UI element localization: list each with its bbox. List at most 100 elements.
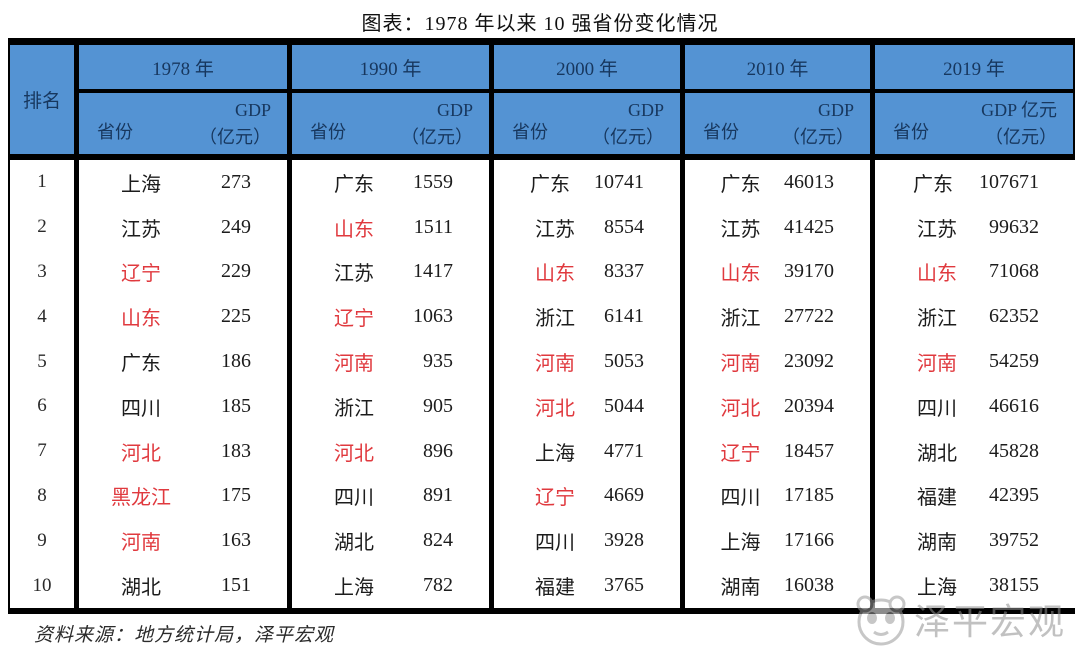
data-cell: 河南 5053	[494, 339, 685, 384]
rank-cell: 2	[8, 204, 79, 250]
gdp-value: 824	[423, 529, 453, 552]
gdp-value: 3928	[604, 529, 644, 552]
year-group-header: 1978 年省份 GDP （亿元）	[79, 45, 292, 154]
gdp-label: GDP	[436, 100, 473, 121]
province-name: 上海	[334, 577, 374, 600]
province-name: 湖南	[917, 532, 957, 555]
data-cell: 河南 163	[79, 518, 292, 564]
gdp-label: GDP	[234, 100, 271, 121]
province-name: 山东	[720, 263, 761, 286]
year-group-header: 2019 年省份 GDP 亿元 （亿元）	[875, 45, 1075, 154]
data-cell: 辽宁 229	[79, 249, 292, 295]
gdp-value: 185	[221, 394, 251, 417]
gdp-value: 41425	[784, 215, 834, 238]
gdp-unit-label: （亿元）	[985, 126, 1057, 147]
gdp-value: 273	[221, 170, 251, 193]
year-label: 2000 年	[494, 45, 680, 93]
subheader-row: 省份 GDP （亿元）	[79, 93, 287, 154]
province-name: 广东	[334, 173, 374, 196]
province-name: 广东	[530, 173, 570, 196]
gdp-value: 23092	[784, 350, 834, 373]
year-group-header: 2000 年省份 GDP （亿元）	[494, 45, 685, 154]
province-name: 河北	[334, 442, 374, 465]
data-cell: 湖南 39752	[875, 518, 1075, 563]
province-name: 上海	[720, 532, 761, 555]
table-row: 4 山东 225 辽宁 1063 浙江 6141 浙江 27722 浙江 62352	[8, 294, 1075, 340]
gdp-value: 8554	[604, 215, 644, 238]
year-label: 2019 年	[875, 45, 1073, 93]
gdp-value: 4669	[604, 484, 644, 507]
data-cell: 江苏 99632	[875, 205, 1075, 250]
data-cell: 上海 17166	[685, 518, 875, 564]
table-row: 3 辽宁 229 江苏 1417 山东 8337 山东 39170 山东 71068	[8, 249, 1075, 295]
province-name: 福建	[535, 577, 575, 600]
gdp-value: 163	[221, 529, 251, 552]
data-cell: 江苏 1417	[292, 249, 494, 295]
province-name: 山东	[917, 263, 957, 286]
data-cell: 四川 891	[292, 473, 494, 519]
gdp-value: 6141	[604, 305, 644, 328]
data-cell: 河南 935	[292, 339, 494, 384]
data-cell: 辽宁 1063	[292, 294, 494, 340]
data-cell: 福建 42395	[875, 474, 1075, 519]
gdp-value: 5053	[604, 350, 644, 373]
gdp-value: 42395	[989, 484, 1039, 507]
data-cell: 山东 71068	[875, 250, 1075, 295]
rank-cell: 7	[8, 428, 79, 474]
province-name: 湖北	[917, 442, 957, 465]
gdp-unit-label: （亿元）	[199, 126, 271, 147]
province-name: 广东	[720, 173, 761, 196]
table-header: 排名 1978 年省份 GDP （亿元） 1990 年省份 GDP （亿元） 2000 年省份…	[8, 45, 1075, 160]
gdp-value: 1559	[413, 170, 453, 193]
gdp-value: 46616	[989, 394, 1039, 417]
gdp-unit-label: （亿元）	[782, 126, 854, 147]
rank-column-header: 排名	[8, 45, 79, 154]
province-name: 江苏	[334, 263, 374, 286]
province-name: 山东	[535, 263, 575, 286]
province-name: 江苏	[720, 218, 761, 241]
gdp-value: 3765	[604, 574, 644, 597]
data-cell: 河南 54259	[875, 339, 1075, 384]
province-name: 广东	[121, 353, 161, 376]
gdp-value: 17185	[784, 484, 834, 507]
province-name: 四川	[334, 487, 374, 510]
gdp-value: 782	[423, 574, 453, 597]
province-name: 四川	[535, 532, 575, 555]
gdp-value: 38155	[989, 574, 1039, 597]
province-name: 上海	[121, 173, 161, 196]
province-name: 四川	[720, 487, 761, 510]
gdp-value: 62352	[989, 305, 1039, 328]
gdp-column-header: GDP （亿元）	[782, 97, 854, 149]
data-cell: 山东 225	[79, 294, 292, 340]
data-cell: 湖北 824	[292, 518, 494, 564]
data-cell: 江苏 41425	[685, 204, 875, 250]
data-cell: 辽宁 4669	[494, 473, 685, 519]
data-cell: 浙江 905	[292, 383, 494, 429]
data-cell: 河北 20394	[685, 383, 875, 429]
province-name: 山东	[121, 308, 161, 331]
data-cell: 湖北 45828	[875, 429, 1075, 474]
gdp-unit-label: （亿元）	[401, 126, 473, 147]
gdp-value: 935	[423, 350, 453, 373]
gdp-label: GDP 亿元	[981, 100, 1057, 121]
gdp-value: 891	[423, 484, 453, 507]
province-column-header: 省份	[97, 121, 133, 142]
data-cell: 四川 3928	[494, 518, 685, 564]
rank-cell: 6	[8, 383, 79, 429]
year-label: 1990 年	[292, 45, 489, 93]
rank-cell: 4	[8, 294, 79, 340]
gdp-value: 225	[221, 305, 251, 328]
gdp-value: 4771	[604, 439, 644, 462]
province-name: 黑龙江	[111, 487, 171, 510]
year-label: 1978 年	[79, 45, 287, 93]
data-cell: 辽宁 18457	[685, 428, 875, 474]
gdp-value: 18457	[784, 439, 834, 462]
gdp-value: 16038	[784, 574, 834, 597]
data-cell: 广东 186	[79, 339, 292, 384]
gdp-unit-label: （亿元）	[592, 126, 664, 147]
rank-cell: 1	[8, 160, 79, 205]
province-column-header: 省份	[893, 121, 929, 142]
province-name: 河南	[121, 532, 161, 555]
table-row: 1 上海 273 广东 1559 广东 10741 广东 46013 广东 107671	[8, 160, 1075, 205]
data-cell: 上海 273	[79, 160, 292, 205]
